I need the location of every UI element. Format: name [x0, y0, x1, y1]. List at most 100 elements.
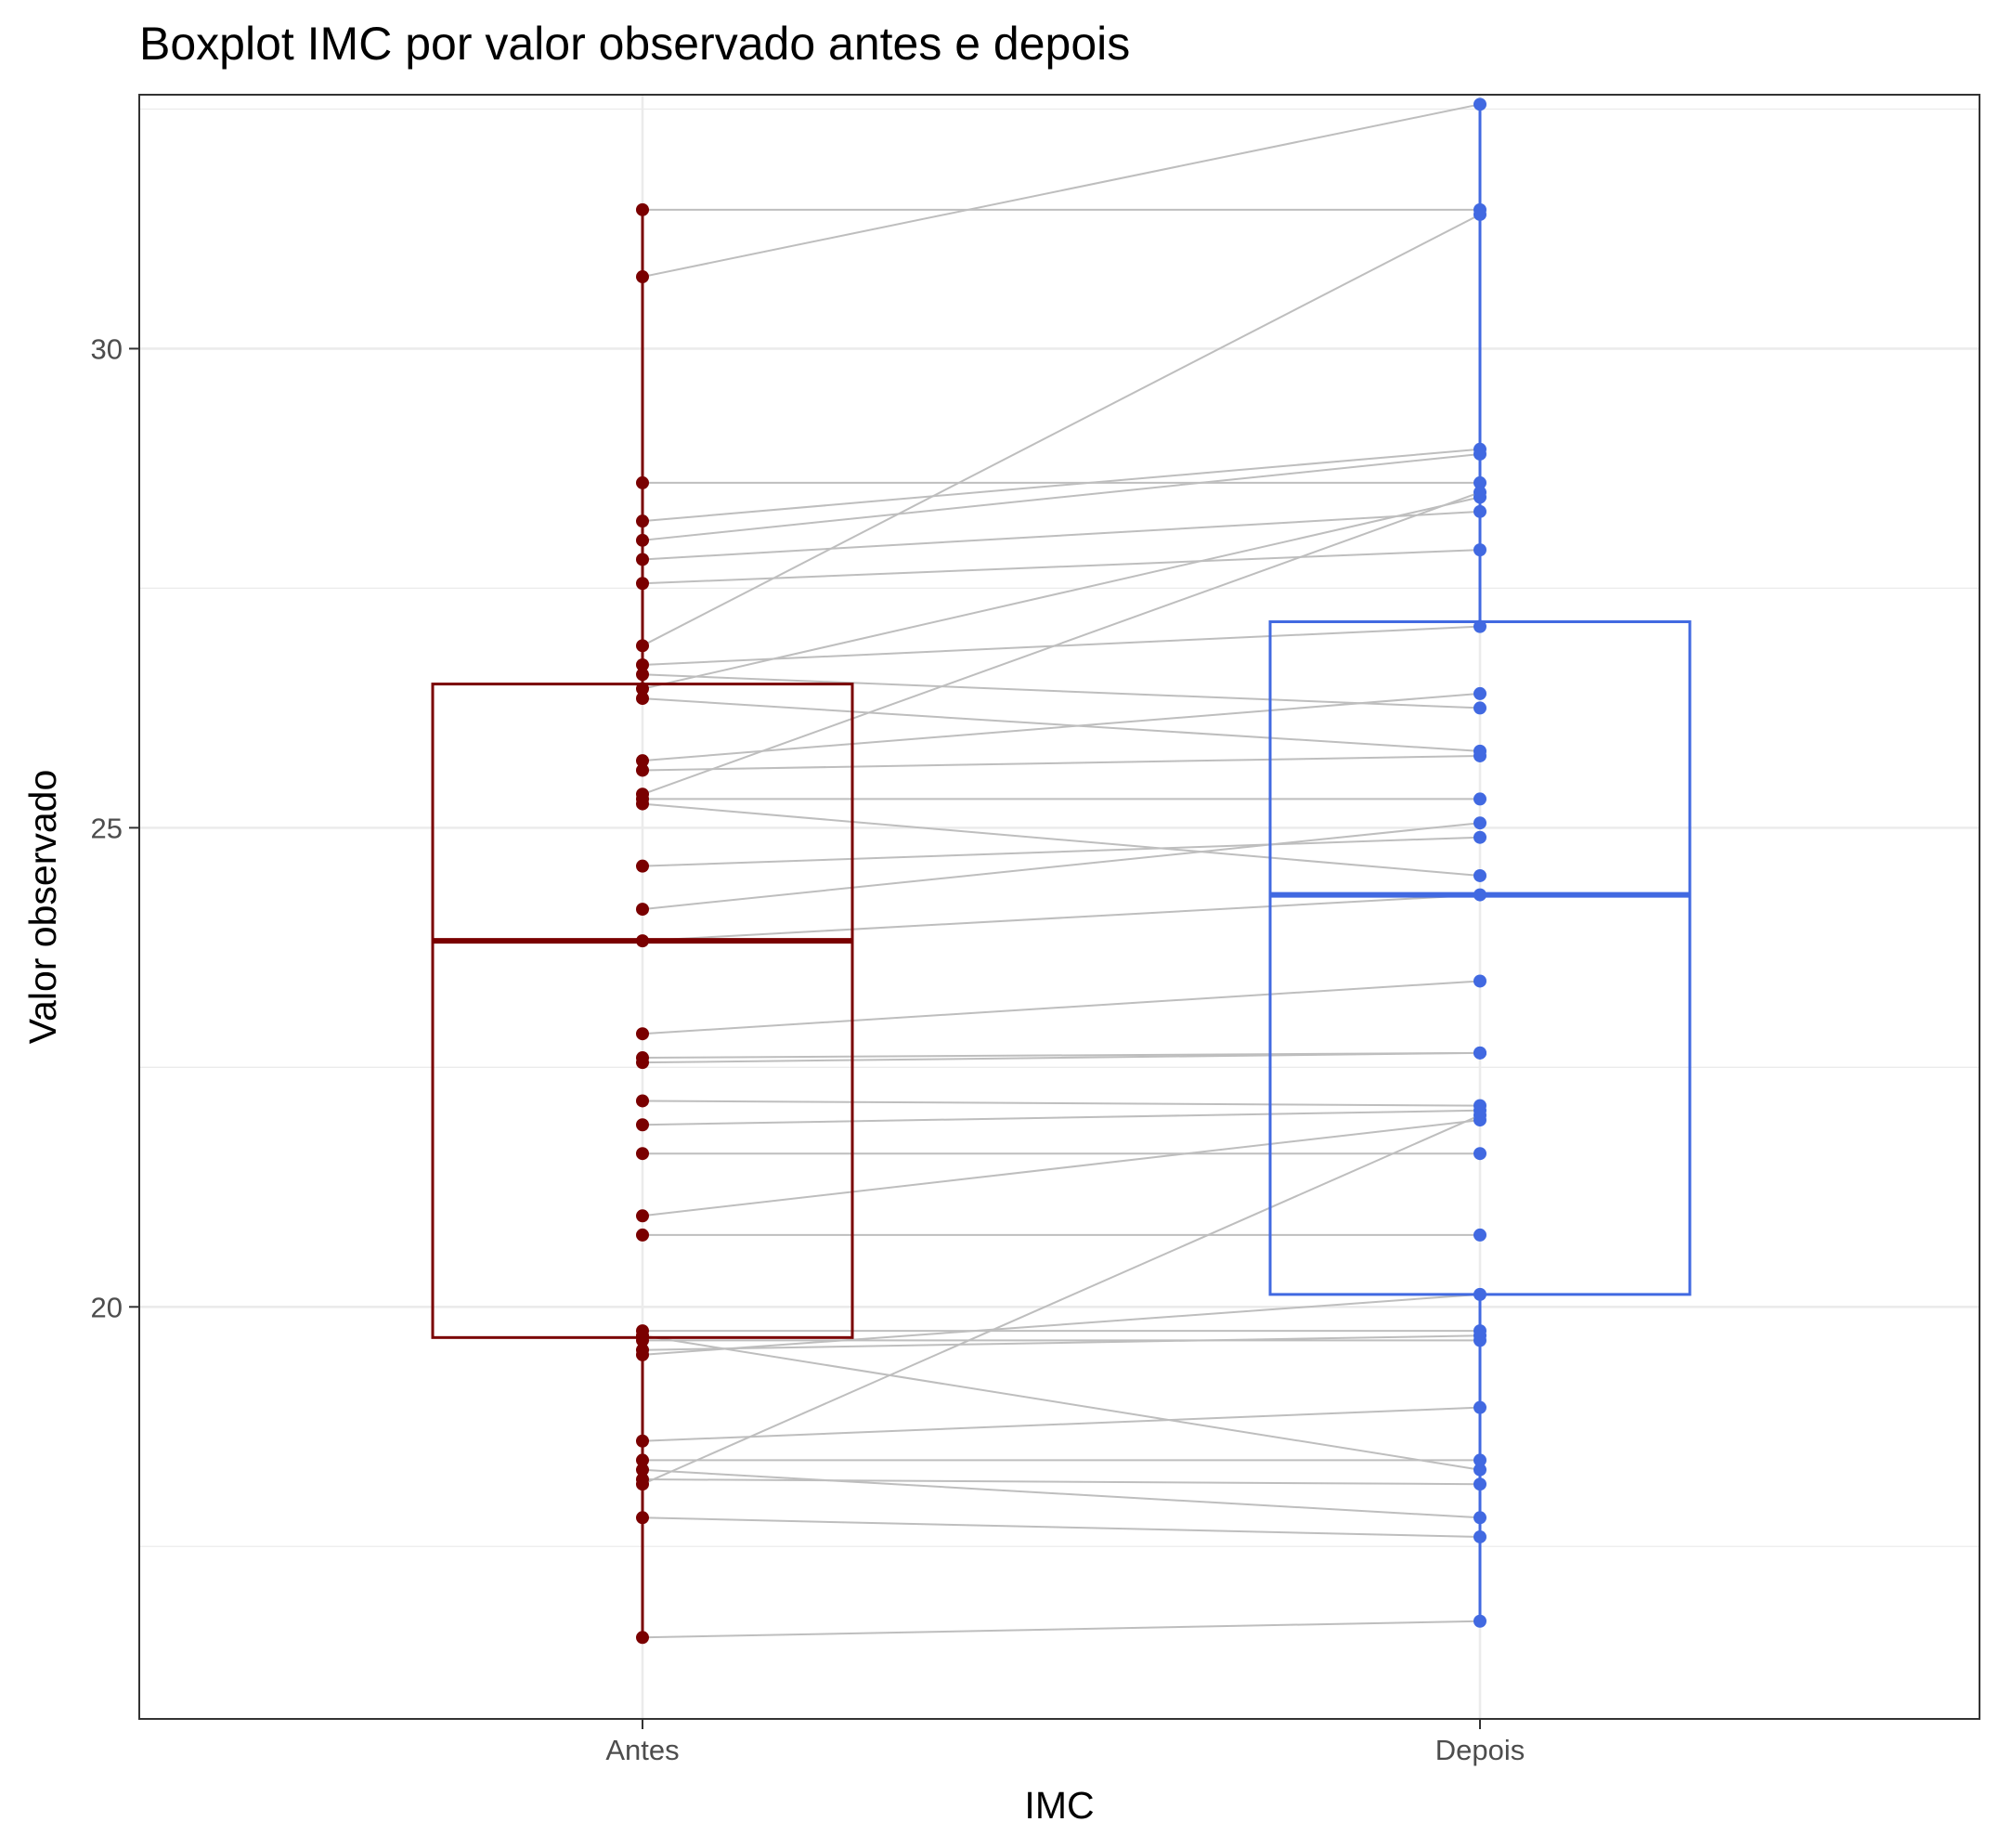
point-depois: [1473, 868, 1486, 882]
pair-line: [642, 1114, 1481, 1486]
pair-line: [642, 754, 1481, 772]
pair-line: [642, 452, 1481, 541]
pair-line: [642, 1516, 1481, 1538]
pair-line: [642, 491, 1481, 796]
point-antes: [636, 1477, 649, 1491]
pair-line: [642, 214, 1481, 647]
point-antes: [636, 1463, 649, 1477]
point-antes: [636, 577, 649, 591]
point-antes: [636, 533, 649, 547]
point-antes: [636, 657, 649, 671]
point-depois: [1473, 816, 1486, 830]
y-tick-label: 20: [91, 1291, 123, 1323]
point-depois: [1473, 792, 1486, 806]
point-depois: [1473, 1147, 1486, 1161]
x-tick-label: Antes: [605, 1734, 679, 1766]
x-tick-label: Depois: [1435, 1734, 1525, 1766]
point-depois: [1473, 475, 1486, 489]
pair-line: [642, 697, 1481, 752]
point-depois: [1473, 686, 1486, 700]
pair-line: [642, 1620, 1481, 1639]
point-antes: [636, 1056, 649, 1070]
pair-line: [642, 1468, 1481, 1519]
y-axis-title: Valor observado: [21, 770, 64, 1045]
pair-line: [642, 980, 1481, 1035]
point-antes: [636, 1631, 649, 1645]
pair-line: [642, 1100, 1481, 1107]
point-depois: [1473, 1329, 1486, 1343]
point-antes: [636, 1147, 649, 1161]
panel-border: [138, 94, 1980, 1720]
boxes: [431, 104, 1692, 1638]
point-depois: [1473, 1400, 1486, 1414]
pair-line: [642, 822, 1481, 911]
point-antes: [636, 797, 649, 811]
point-depois: [1473, 1228, 1486, 1242]
point-antes: [636, 1347, 649, 1361]
point-depois: [1473, 1463, 1486, 1477]
point-depois: [1473, 1108, 1486, 1122]
pair-line: [642, 1478, 1481, 1486]
point-depois: [1473, 486, 1486, 500]
point-antes: [636, 1094, 649, 1108]
point-depois: [1473, 1511, 1486, 1525]
y-tick-label: 25: [91, 812, 123, 844]
point-antes: [636, 903, 649, 917]
pair-line: [642, 625, 1481, 666]
point-antes: [636, 692, 649, 706]
pair-line: [642, 836, 1481, 867]
point-antes: [636, 1118, 649, 1132]
point-antes: [636, 202, 649, 216]
point-depois: [1473, 701, 1486, 715]
axes: 20 25 30 Antes Depois IMC Valor observado: [21, 332, 1525, 1827]
pair-line: [642, 1109, 1481, 1126]
point-depois: [1473, 1529, 1486, 1543]
point-antes: [636, 1434, 649, 1448]
point-depois: [1473, 98, 1486, 111]
y-tick-label: 30: [91, 332, 123, 365]
point-antes: [636, 1453, 649, 1467]
point-depois: [1473, 1287, 1486, 1301]
grid-lines: [139, 95, 1980, 1719]
point-antes: [636, 668, 649, 682]
point-depois: [1473, 619, 1486, 633]
pair-line: [642, 1406, 1481, 1442]
point-depois: [1473, 1614, 1486, 1628]
pair-line: [642, 893, 1481, 943]
pair-line: [642, 549, 1481, 585]
point-depois: [1473, 543, 1486, 557]
point-depois: [1473, 1453, 1486, 1467]
point-antes: [636, 934, 649, 948]
point-antes: [636, 475, 649, 489]
x-axis-title: IMC: [1024, 1784, 1094, 1827]
point-antes: [636, 754, 649, 768]
point-depois: [1473, 748, 1486, 762]
point-antes: [636, 1228, 649, 1242]
point-antes: [636, 1209, 649, 1223]
point-antes: [636, 1334, 649, 1347]
point-depois: [1473, 207, 1486, 221]
point-antes: [636, 270, 649, 284]
point-antes: [636, 1027, 649, 1041]
point-antes: [636, 514, 649, 528]
pair-line: [642, 496, 1481, 690]
pair-line: [642, 1334, 1481, 1351]
pair-line: [642, 1051, 1481, 1064]
pair-line: [642, 510, 1481, 561]
pair-line: [642, 448, 1481, 523]
point-depois: [1473, 830, 1486, 844]
point-depois: [1473, 888, 1486, 902]
pair-line: [642, 1334, 1481, 1471]
chart-title: Boxplot IMC por valor observado antes e …: [139, 18, 1131, 70]
pair-line: [642, 802, 1481, 877]
point-depois: [1473, 1046, 1486, 1060]
point-antes: [636, 553, 649, 566]
pair-line: [642, 692, 1481, 762]
pair-line: [642, 673, 1481, 709]
paired-lines: [642, 103, 1481, 1639]
point-depois: [1473, 447, 1486, 461]
point-depois: [1473, 504, 1486, 518]
point-antes: [636, 763, 649, 777]
point-antes: [636, 682, 649, 696]
